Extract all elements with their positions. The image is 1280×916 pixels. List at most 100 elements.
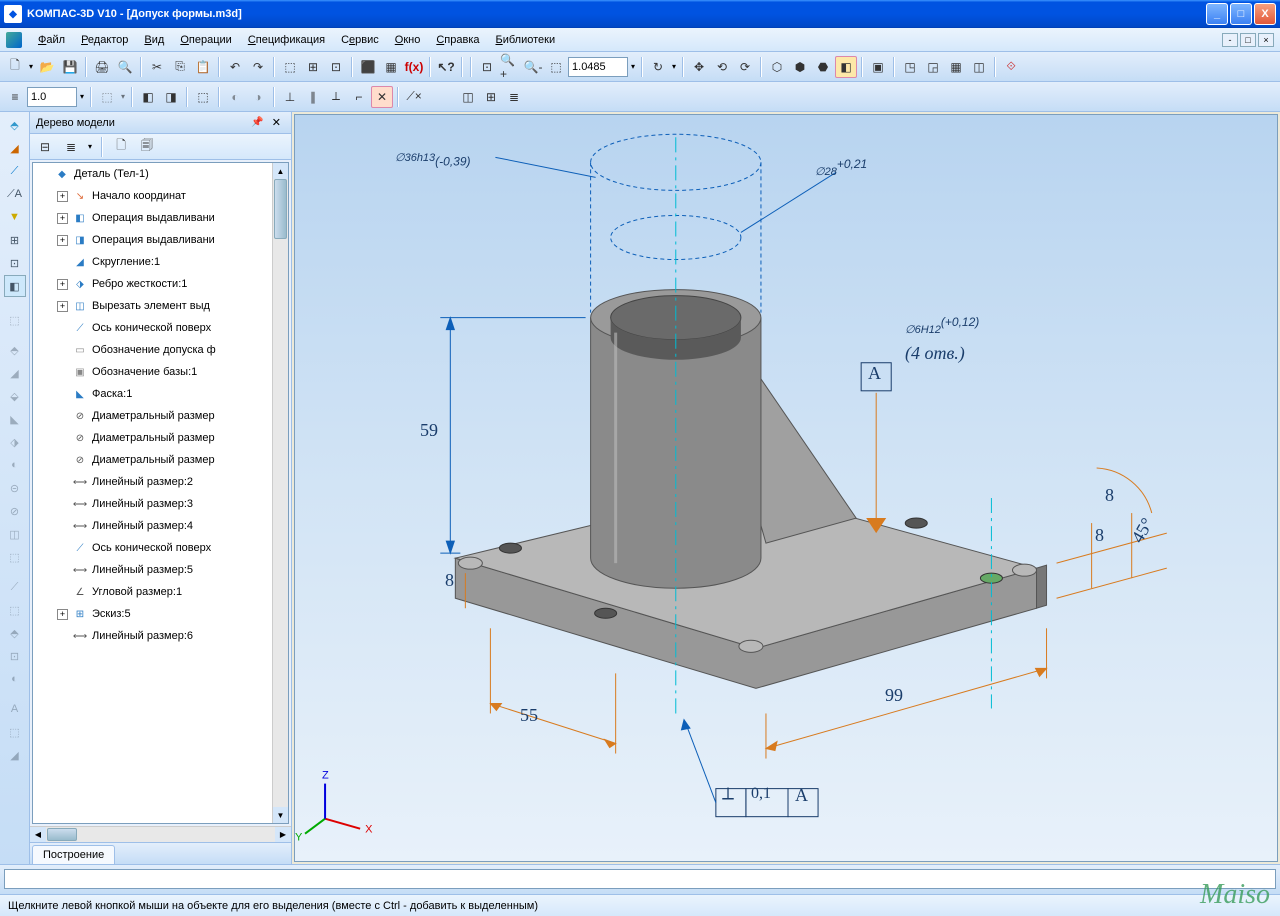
tree-item[interactable]: ◢Скругление:1: [33, 251, 288, 273]
hscroll-right[interactable]: ▶: [275, 827, 291, 842]
lt-7[interactable]: ⊡: [4, 252, 26, 274]
shaded-button[interactable]: ⬣: [812, 56, 834, 78]
new-button[interactable]: 🗋: [4, 56, 26, 78]
tree-tb-4[interactable]: 🗐: [136, 136, 158, 158]
new-dd[interactable]: ▾: [27, 62, 35, 71]
lt-2[interactable]: ◢: [4, 137, 26, 159]
lt-11[interactable]: ◢: [4, 362, 26, 384]
tb-ex3[interactable]: ▦: [945, 56, 967, 78]
tree-item[interactable]: ∠Угловой размер:1: [33, 581, 288, 603]
tb-btn-c[interactable]: ⊡: [325, 56, 347, 78]
tb2-a[interactable]: ⬚: [96, 86, 118, 108]
tb2-e[interactable]: ◐: [224, 86, 246, 108]
hidden-button[interactable]: ⬢: [789, 56, 811, 78]
tree-close[interactable]: ✕: [268, 116, 285, 129]
maximize-button[interactable]: □: [1230, 3, 1252, 25]
command-input[interactable]: [4, 869, 1276, 889]
lt-17[interactable]: ⊘: [4, 500, 26, 522]
lt-9[interactable]: ⬚: [4, 309, 26, 331]
tab-build[interactable]: Построение: [32, 845, 115, 864]
tb-ex4[interactable]: ◫: [968, 56, 990, 78]
mdi-close[interactable]: ×: [1258, 33, 1274, 47]
orbit-button[interactable]: ⟲: [711, 56, 733, 78]
lt-14[interactable]: ⬗: [4, 431, 26, 453]
lt-5[interactable]: ▼: [4, 206, 26, 228]
cut-button[interactable]: ✂: [146, 56, 168, 78]
menu-file[interactable]: Файл: [30, 31, 73, 49]
line-width-input[interactable]: [27, 87, 77, 107]
rebuild-button[interactable]: ⟐: [1000, 56, 1022, 78]
tree-item[interactable]: ⟷Линейный размер:6: [33, 625, 288, 647]
tb2-c[interactable]: ◨: [160, 86, 182, 108]
lt-3[interactable]: ⟋: [4, 160, 26, 182]
tree-item[interactable]: ◣Фаска:1: [33, 383, 288, 405]
tree-vscroll[interactable]: ▲ ▼: [272, 163, 288, 823]
tree-item[interactable]: +◫Вырезать элемент выд: [33, 295, 288, 317]
expand-icon[interactable]: +: [57, 609, 68, 620]
lt-25[interactable]: A: [4, 698, 26, 720]
minimize-button[interactable]: _: [1206, 3, 1228, 25]
tree-hscroll[interactable]: ◀ ▶: [30, 826, 291, 842]
menu-operations[interactable]: Операции: [172, 31, 239, 49]
lt-22[interactable]: ⬘: [4, 622, 26, 644]
lt-23[interactable]: ⊡: [4, 645, 26, 667]
zoom-fit[interactable]: ⊡: [476, 56, 498, 78]
lt-26[interactable]: ⬚: [4, 721, 26, 743]
refresh-button[interactable]: ⟳: [734, 56, 756, 78]
tb2-n[interactable]: ⊞: [480, 86, 502, 108]
hscroll-left[interactable]: ◀: [30, 827, 46, 842]
lt-18[interactable]: ◫: [4, 523, 26, 545]
pan-button[interactable]: ✥: [688, 56, 710, 78]
hscroll-thumb[interactable]: [47, 828, 77, 841]
tree-body[interactable]: ◆Деталь (Тел-1)+↘Начало координат+◧Опера…: [32, 162, 289, 824]
menu-window[interactable]: Окно: [387, 31, 429, 49]
tb-btn-a[interactable]: ⬚: [279, 56, 301, 78]
lt-8[interactable]: ◧: [4, 275, 26, 297]
pin-button[interactable]: 📌: [247, 117, 267, 128]
scroll-thumb[interactable]: [274, 179, 287, 239]
close-button[interactable]: X: [1254, 3, 1276, 25]
fx-button[interactable]: f(x): [403, 56, 425, 78]
tb-ex1[interactable]: ◳: [899, 56, 921, 78]
undo-button[interactable]: ↶: [224, 56, 246, 78]
menu-editor[interactable]: Редактор: [73, 31, 136, 49]
tree-item[interactable]: ▭Обозначение допуска ф: [33, 339, 288, 361]
lt-12[interactable]: ⬙: [4, 385, 26, 407]
tb2-d[interactable]: ⬚: [192, 86, 214, 108]
lt-10[interactable]: ⬘: [4, 339, 26, 361]
tree-item[interactable]: +⊞Эскиз:5: [33, 603, 288, 625]
zoom-window[interactable]: ⬚: [545, 56, 567, 78]
mdi-max[interactable]: □: [1240, 33, 1256, 47]
print-button[interactable]: 🖨: [91, 56, 113, 78]
lt-4[interactable]: ⟋A: [4, 183, 26, 205]
tb2-f[interactable]: ◑: [247, 86, 269, 108]
tree-item[interactable]: ⟷Линейный размер:2: [33, 471, 288, 493]
persp-button[interactable]: ▣: [867, 56, 889, 78]
wireframe-button[interactable]: ⬡: [766, 56, 788, 78]
expand-icon[interactable]: +: [57, 213, 68, 224]
preview-button[interactable]: 🔍: [114, 56, 136, 78]
tree-item[interactable]: ▣Обозначение базы:1: [33, 361, 288, 383]
zoom-in[interactable]: 🔍+: [499, 56, 521, 78]
lt-1[interactable]: ⬘: [4, 114, 26, 136]
menu-spec[interactable]: Спецификация: [240, 31, 333, 49]
menu-view[interactable]: Вид: [136, 31, 172, 49]
expand-icon[interactable]: +: [57, 279, 68, 290]
tree-item[interactable]: ⟋Ось конической поверх: [33, 317, 288, 339]
zoom-input[interactable]: [568, 57, 628, 77]
tree-item[interactable]: +↘Начало координат: [33, 185, 288, 207]
expand-icon[interactable]: +: [57, 235, 68, 246]
tree-tb-3[interactable]: 🗋: [110, 136, 132, 158]
tb2-k[interactable]: ✕: [371, 86, 393, 108]
tb2-o[interactable]: ≣: [503, 86, 525, 108]
lt-15[interactable]: ◐: [4, 454, 26, 476]
tree-item[interactable]: +⬗Ребро жесткости:1: [33, 273, 288, 295]
tree-item[interactable]: ⊘Диаметральный размер: [33, 427, 288, 449]
lt-16[interactable]: ⊝: [4, 477, 26, 499]
tb-ex2[interactable]: ◲: [922, 56, 944, 78]
tb2-j[interactable]: ⌐: [348, 86, 370, 108]
tree-tb-2[interactable]: ≣: [60, 136, 82, 158]
tree-item[interactable]: ⟋Ось конической поверх: [33, 537, 288, 559]
tree-item[interactable]: +◧Операция выдавливани: [33, 207, 288, 229]
tb-btn-d[interactable]: ⬛: [357, 56, 379, 78]
